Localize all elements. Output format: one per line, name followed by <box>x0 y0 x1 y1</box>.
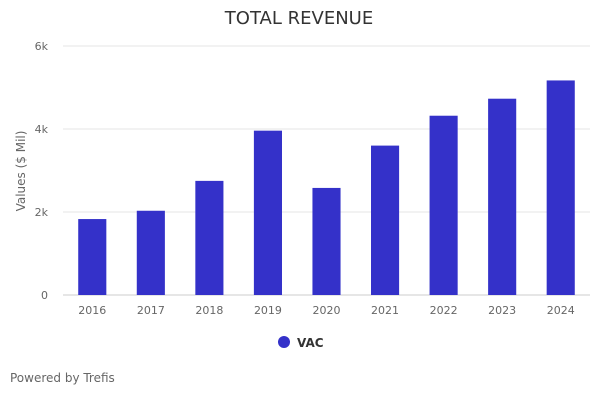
bar-2016[interactable] <box>78 219 107 295</box>
x-tick-label: 2019 <box>254 304 282 317</box>
x-tick-label: 2022 <box>430 304 458 317</box>
bar-2022[interactable] <box>429 115 458 295</box>
y-tick-labels: 0 2k 4k 6k <box>35 40 49 302</box>
bar-2024[interactable] <box>546 80 575 295</box>
bar-2017[interactable] <box>136 210 165 295</box>
x-tick-label: 2023 <box>488 304 516 317</box>
bar-2023[interactable] <box>488 98 517 295</box>
x-tick-label: 2021 <box>371 304 399 317</box>
bars <box>78 80 575 295</box>
x-tick-label: 2024 <box>547 304 575 317</box>
x-tick-label: 2017 <box>137 304 165 317</box>
bar-2018[interactable] <box>195 180 224 295</box>
y-tick-label: 4k <box>35 123 49 136</box>
y-tick-label: 6k <box>35 40 49 53</box>
legend-label[interactable]: VAC <box>297 336 324 350</box>
powered-by-credit: Powered by Trefis <box>10 371 115 385</box>
x-tick-label: 2020 <box>313 304 341 317</box>
x-tick-label: 2016 <box>78 304 106 317</box>
y-tick-label: 0 <box>41 289 48 302</box>
x-tick-labels: 2016 2017 2018 2019 2020 2021 2022 2023 2024 <box>78 304 574 317</box>
legend-marker-icon[interactable] <box>278 336 290 348</box>
bar-2020[interactable] <box>312 187 341 295</box>
legend[interactable]: VAC <box>278 336 324 350</box>
y-axis-label: Values ($ Mil) <box>14 131 28 212</box>
bar-2019[interactable] <box>253 130 282 295</box>
bar-2021[interactable] <box>371 145 400 295</box>
y-tick-label: 2k <box>35 206 49 219</box>
chart-title: TOTAL REVENUE <box>224 8 373 29</box>
x-tick-label: 2018 <box>195 304 223 317</box>
